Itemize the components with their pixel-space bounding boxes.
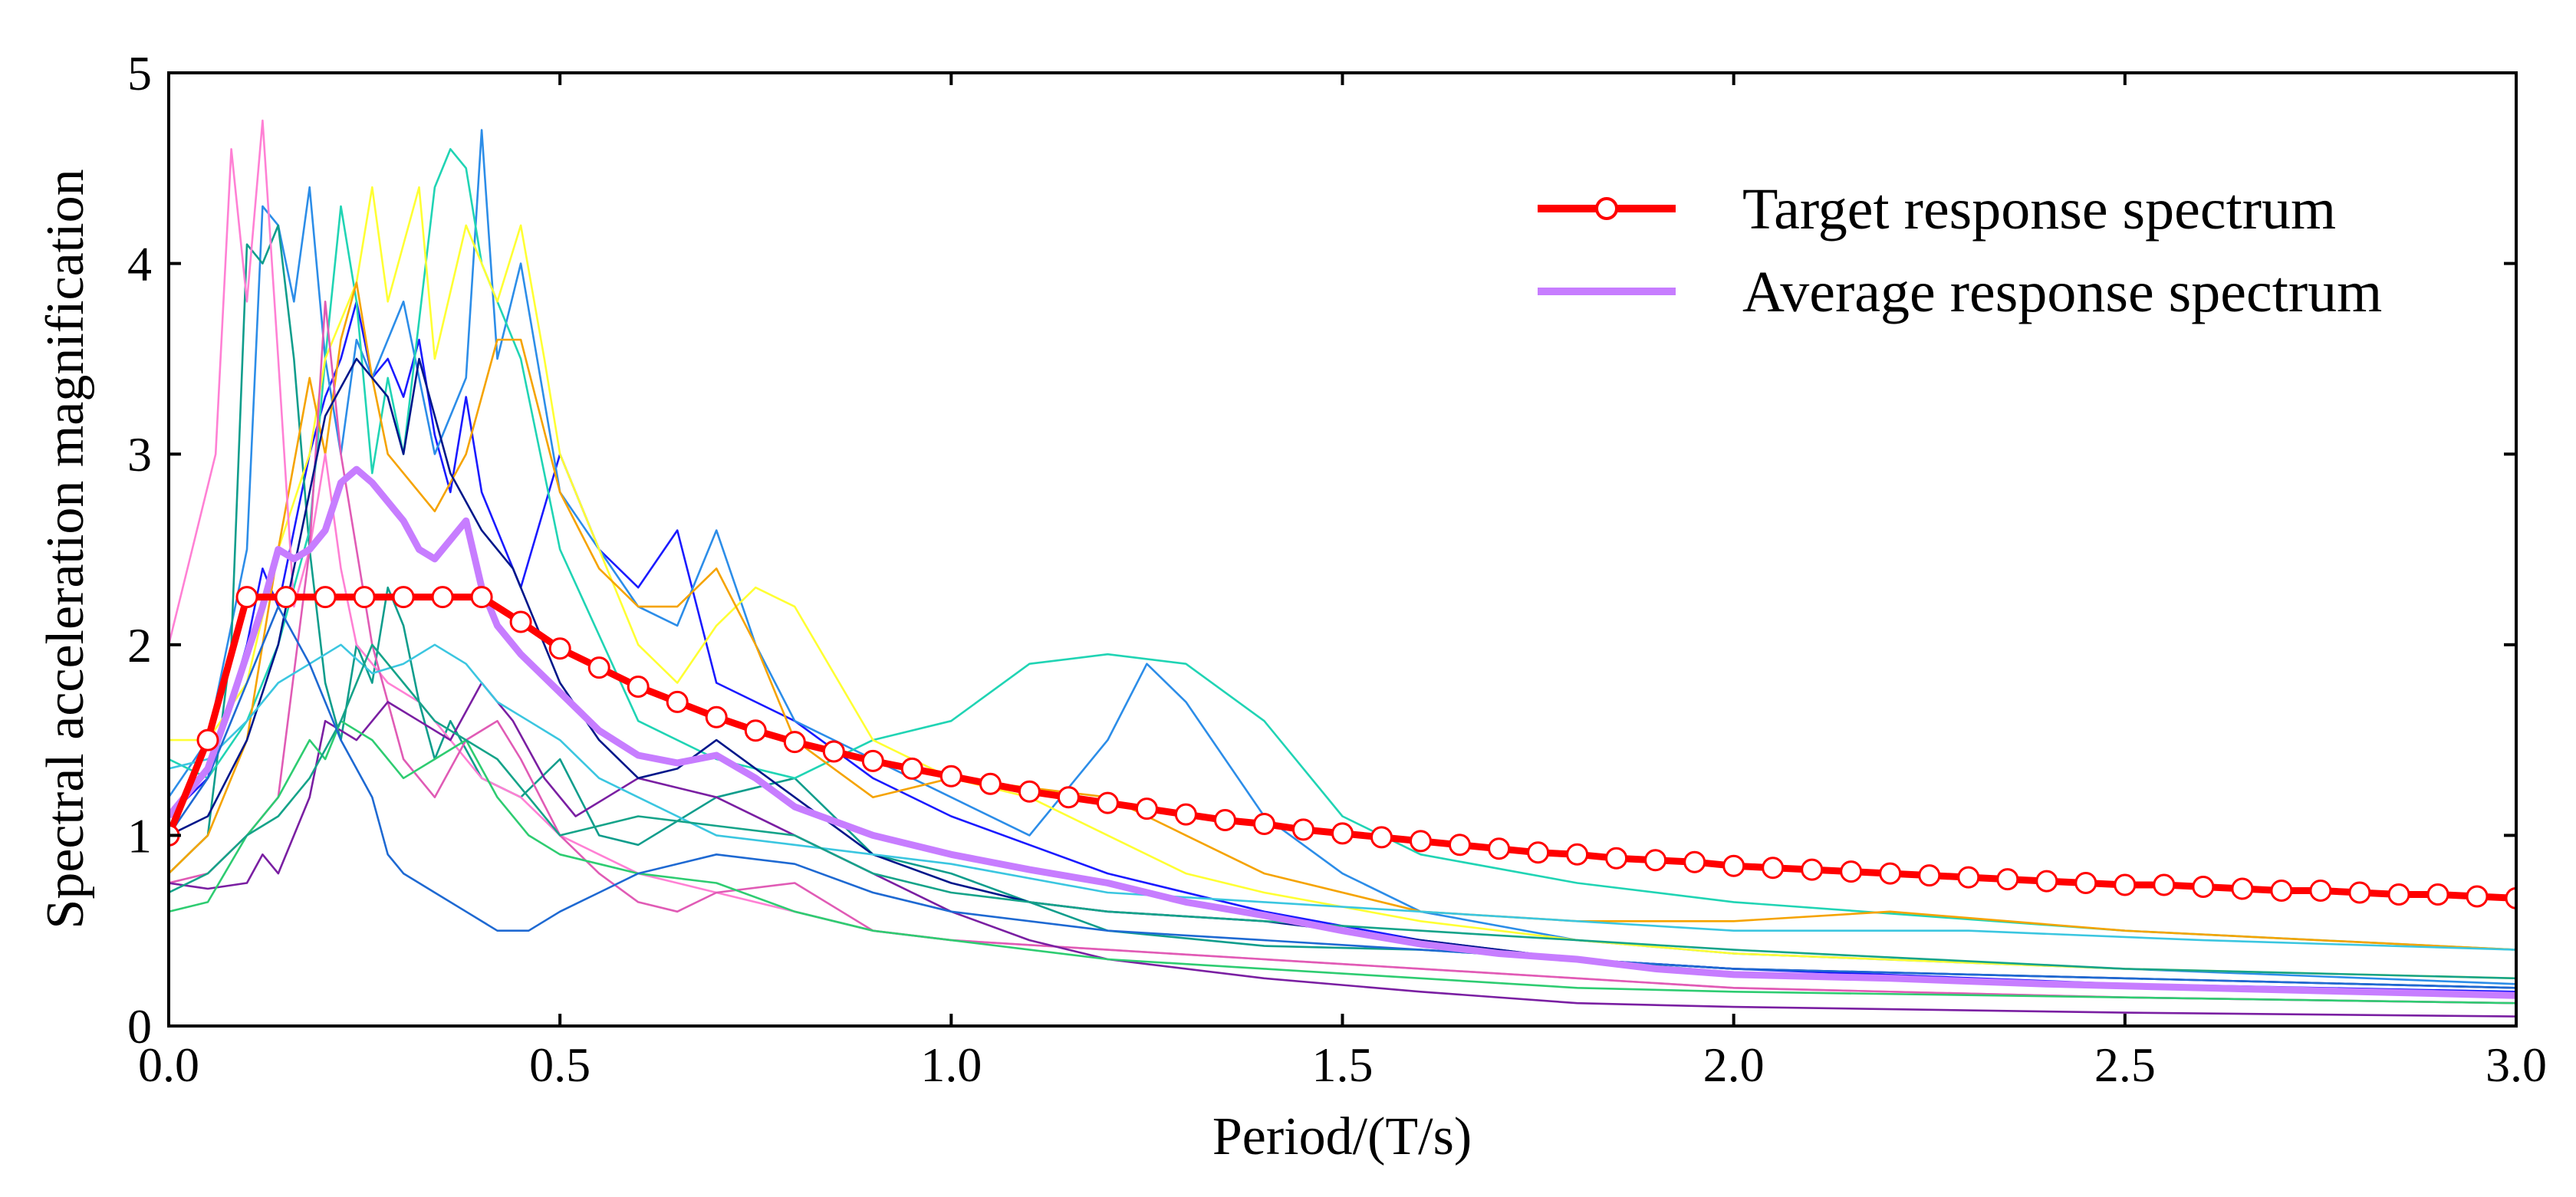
x-tick-label: 3.0 — [2486, 1038, 2547, 1092]
target-point — [2114, 873, 2137, 896]
y-tick-label: 3 — [127, 427, 152, 482]
target-spectrum-line — [169, 594, 2516, 902]
record-spectrum-line-5 — [169, 186, 2516, 980]
target-point — [1722, 854, 1745, 877]
target-point — [2035, 870, 2058, 893]
record-spectrum-line-8 — [169, 300, 2516, 1005]
target-point — [314, 586, 337, 609]
target-point — [2387, 883, 2410, 906]
target-point — [1253, 813, 1275, 835]
target-point — [2348, 881, 2371, 904]
target-point — [939, 765, 962, 788]
record-spectrum-line-1 — [169, 300, 2516, 993]
target-point — [353, 586, 376, 609]
record-spectra-group — [169, 119, 2516, 1018]
record-spectrum-line-11 — [169, 643, 2516, 951]
record-spectrum-line-2 — [169, 129, 2516, 985]
target-point — [861, 749, 884, 772]
target-point — [1762, 857, 1785, 880]
target-point — [2153, 873, 2176, 896]
target-point — [1370, 826, 1393, 849]
target-point — [627, 676, 650, 698]
target-point — [1331, 822, 1354, 845]
legend-target-marker — [1595, 197, 1618, 220]
target-point — [587, 656, 610, 679]
target-point — [1096, 791, 1119, 814]
target-point — [1488, 837, 1511, 860]
target-spectrum-group — [169, 586, 2516, 909]
record-spectrum-line-6 — [169, 281, 2516, 951]
target-point — [1996, 868, 2019, 891]
target-point — [1644, 849, 1667, 872]
x-tick-label: 0.0 — [138, 1038, 199, 1092]
target-point — [1840, 860, 1863, 883]
average-spectrum-line — [169, 465, 2516, 999]
target-point — [470, 586, 493, 609]
target-point — [2309, 880, 2332, 902]
target-point — [822, 740, 845, 763]
target-point — [1174, 803, 1197, 826]
target-point — [2192, 876, 2215, 898]
record-spectrum-line-4 — [169, 148, 2516, 951]
y-axis-title: Spectral acceleration magnification — [36, 169, 95, 929]
target-point — [783, 731, 806, 754]
target-point — [1801, 858, 1824, 881]
target-point — [666, 690, 689, 713]
target-point — [1292, 818, 1314, 841]
target-point — [1057, 786, 1080, 809]
target-point — [2270, 880, 2293, 902]
target-point — [1918, 864, 1941, 887]
x-axis-title: Period/(T/s) — [1212, 1107, 1472, 1166]
target-point — [196, 728, 219, 751]
target-point — [509, 610, 532, 633]
target-point — [235, 586, 258, 609]
target-point — [275, 586, 298, 609]
target-point — [705, 705, 728, 728]
record-spectrum-line-7 — [169, 119, 2516, 1005]
x-tick-label: 1.0 — [920, 1038, 982, 1092]
legend-average-label: Average response spectrum — [1742, 260, 2382, 324]
x-tick-label: 2.5 — [2094, 1038, 2156, 1092]
record-spectrum-line-13 — [169, 643, 2516, 980]
target-point — [1605, 847, 1628, 870]
axes-group: 0.0 0.5 1.0 1.5 2.0 2.5 3.0 0 1 2 3 4 5 — [127, 46, 2547, 1092]
target-point — [744, 719, 767, 742]
y-tick-label: 1 — [127, 808, 152, 863]
target-point — [2505, 886, 2516, 909]
x-tick-label: 2.0 — [1703, 1038, 1765, 1092]
target-point — [1214, 809, 1236, 831]
record-spectrum-line-9 — [169, 682, 2516, 1018]
target-point — [1410, 830, 1432, 853]
legend: Target response spectrum Average respons… — [1538, 177, 2382, 324]
x-tick-label: 1.5 — [1312, 1038, 1374, 1092]
target-point — [1135, 797, 1158, 820]
target-point — [392, 586, 415, 609]
x-tick-label: 0.5 — [529, 1038, 591, 1092]
target-point — [2074, 872, 2097, 894]
record-spectrum-line-14 — [169, 605, 2516, 989]
target-point — [1527, 841, 1550, 864]
y-tick-label: 4 — [127, 237, 152, 291]
average-spectrum-group — [169, 465, 2516, 999]
target-point — [1566, 843, 1589, 866]
target-point — [979, 772, 1002, 795]
y-tick-label: 0 — [127, 999, 152, 1054]
record-spectrum-line-12 — [169, 719, 2516, 1005]
target-point — [2426, 883, 2449, 906]
target-point — [1879, 862, 1902, 885]
target-point — [431, 586, 454, 609]
target-point — [548, 637, 571, 660]
record-spectrum-line-3 — [169, 224, 2516, 998]
target-point — [1449, 834, 1471, 857]
target-point — [1018, 780, 1041, 803]
legend-target-label: Target response spectrum — [1742, 177, 2336, 242]
y-tick-label: 5 — [127, 46, 152, 100]
target-point — [1957, 866, 1980, 889]
y-tick-label: 2 — [127, 618, 152, 672]
target-point — [1683, 850, 1706, 873]
target-point — [900, 757, 923, 780]
target-point — [2466, 885, 2489, 908]
target-point — [2231, 877, 2254, 900]
